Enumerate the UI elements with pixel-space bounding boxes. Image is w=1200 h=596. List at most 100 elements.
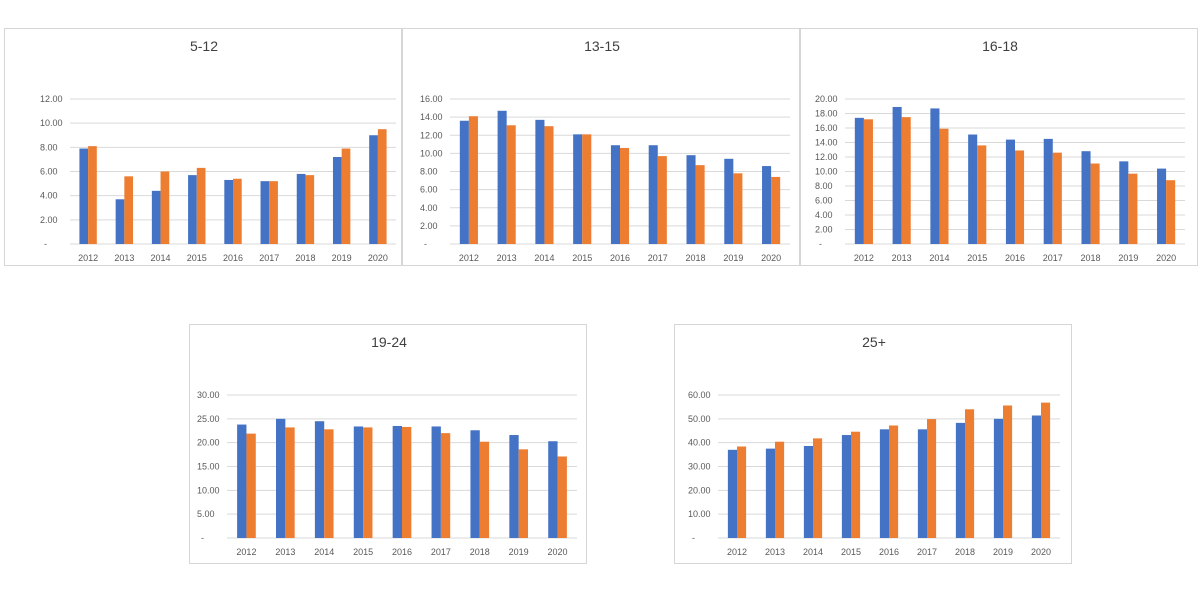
chart-title: 25+ bbox=[862, 334, 886, 350]
bar-sulsel bbox=[803, 446, 813, 538]
bar-sulsel bbox=[892, 106, 902, 244]
bar-indonesia bbox=[246, 433, 256, 538]
x-tick-label: 2012 bbox=[236, 547, 256, 557]
bar-indonesia bbox=[88, 146, 97, 244]
bar-indonesia bbox=[851, 431, 861, 538]
bar-sulsel bbox=[955, 422, 965, 538]
x-tick-label: 2014 bbox=[534, 253, 554, 263]
bar-indonesia bbox=[927, 419, 937, 538]
y-tick-label: 16.00 bbox=[420, 94, 443, 104]
bar-sulsel bbox=[237, 424, 247, 538]
bar-indonesia bbox=[813, 438, 823, 538]
bar-indonesia bbox=[977, 145, 987, 244]
bar-sulsel bbox=[115, 199, 125, 244]
bar-indonesia bbox=[305, 175, 315, 244]
bar-indonesia bbox=[733, 173, 743, 244]
y-tick-label: 60.00 bbox=[688, 390, 711, 400]
bar-sulsel bbox=[276, 418, 286, 538]
bar-sulsel bbox=[151, 190, 161, 244]
bar-indonesia bbox=[160, 171, 170, 244]
bar-sulsel bbox=[879, 429, 889, 538]
y-tick-label: 14.00 bbox=[815, 138, 838, 148]
bar-sulsel bbox=[930, 108, 940, 244]
bar-indonesia bbox=[363, 427, 373, 538]
y-tick-label: 10.00 bbox=[688, 509, 711, 519]
bar-sulsel bbox=[79, 148, 89, 244]
bar-sulsel bbox=[841, 435, 851, 538]
x-tick-label: 2014 bbox=[929, 253, 949, 263]
x-tick-label: 2018 bbox=[955, 547, 975, 557]
bar-sulsel bbox=[573, 134, 583, 244]
bar-sulsel bbox=[497, 110, 507, 244]
chart-panel-5-12: 5-12 - 2.00 4.00 6.00 8.00 10.00 12.00 2012 2013 2… bbox=[4, 28, 402, 266]
bar-indonesia bbox=[1003, 405, 1013, 538]
x-tick-label: 2015 bbox=[572, 253, 592, 263]
bar-sulsel bbox=[765, 448, 775, 538]
y-tick-label: 8.00 bbox=[420, 167, 438, 177]
bar-sulsel bbox=[470, 430, 480, 538]
y-tick-label: 20.00 bbox=[197, 438, 220, 448]
bar-indonesia bbox=[1128, 173, 1138, 244]
y-tick-label: - bbox=[692, 533, 695, 543]
chart-panel-25plus: 25+ - 10.00 20.00 30.00 40.00 50.00 60.00 2012 20… bbox=[674, 324, 1072, 564]
y-tick-label: 30.00 bbox=[688, 462, 711, 472]
x-tick-label: 2016 bbox=[1005, 253, 1025, 263]
chart-title: 19-24 bbox=[371, 334, 407, 350]
bar-sulsel bbox=[993, 418, 1003, 538]
x-tick-label: 2019 bbox=[993, 547, 1013, 557]
y-tick-label: - bbox=[44, 239, 47, 249]
x-tick-label: 2017 bbox=[648, 253, 668, 263]
bar-indonesia bbox=[620, 147, 630, 244]
chart-svg: 5-12 - 2.00 4.00 6.00 8.00 10.00 12.00 2012 2013 2… bbox=[40, 38, 396, 263]
bar-sulsel bbox=[188, 175, 197, 244]
y-tick-label: 15.00 bbox=[197, 462, 220, 472]
y-tick-label: 25.00 bbox=[197, 414, 220, 424]
x-tick-label: 2019 bbox=[332, 253, 352, 263]
bar-indonesia bbox=[1052, 152, 1062, 244]
bar-indonesia bbox=[1090, 163, 1100, 244]
y-tick-label: - bbox=[424, 239, 427, 249]
bar-indonesia bbox=[377, 129, 387, 244]
chart-panel-13-15: 13-15 - 2.00 4.00 6.00 8.00 10.00 12.00 14.00 16.… bbox=[402, 28, 800, 266]
x-tick-label: 2016 bbox=[392, 547, 412, 557]
bar-sulsel bbox=[686, 155, 696, 244]
bar-indonesia bbox=[468, 116, 478, 244]
x-tick-label: 2015 bbox=[187, 253, 207, 263]
x-tick-label: 2019 bbox=[723, 253, 743, 263]
bar-sulsel bbox=[260, 181, 270, 244]
y-tick-label: 6.00 bbox=[420, 185, 438, 195]
y-tick-label: 20.00 bbox=[688, 485, 711, 495]
x-tick-label: 2012 bbox=[854, 253, 874, 263]
bar-indonesia bbox=[695, 165, 705, 244]
chart-title: 5-12 bbox=[190, 38, 218, 54]
chart-title: 16-18 bbox=[982, 38, 1018, 54]
chart-panel-16-18: 16-18 - 2.00 4.00 6.00 8.00 10.00 12.00 14.00 16.… bbox=[800, 28, 1198, 266]
x-tick-label: 2018 bbox=[1081, 253, 1101, 263]
x-tick-label: 2013 bbox=[275, 547, 295, 557]
bar-sulsel bbox=[917, 429, 927, 538]
y-tick-label: 2.00 bbox=[815, 225, 833, 235]
y-tick-label: 16.00 bbox=[815, 123, 838, 133]
x-tick-label: 2018 bbox=[470, 547, 490, 557]
bar-sulsel bbox=[314, 421, 325, 538]
bar-indonesia bbox=[544, 126, 554, 244]
x-tick-label: 2013 bbox=[892, 253, 912, 263]
bar-sulsel bbox=[724, 158, 734, 244]
y-tick-label: 5.00 bbox=[197, 509, 215, 519]
bar-indonesia bbox=[965, 409, 975, 538]
y-tick-label: 12.00 bbox=[40, 94, 63, 104]
bar-indonesia bbox=[196, 167, 206, 244]
bar-indonesia bbox=[1041, 402, 1051, 538]
bar-indonesia bbox=[1166, 180, 1176, 244]
y-tick-label: 4.00 bbox=[40, 191, 58, 201]
chart-title: 13-15 bbox=[584, 38, 620, 54]
bar-sulsel bbox=[1157, 168, 1167, 244]
bar-indonesia bbox=[582, 134, 592, 244]
y-tick-label: 10.00 bbox=[197, 485, 220, 495]
bar-sulsel bbox=[548, 441, 558, 538]
x-tick-label: 2015 bbox=[353, 547, 373, 557]
bar-sulsel bbox=[648, 145, 658, 244]
bar-indonesia bbox=[737, 446, 747, 538]
bar-indonesia bbox=[863, 119, 873, 244]
y-tick-label: 10.00 bbox=[40, 118, 63, 128]
